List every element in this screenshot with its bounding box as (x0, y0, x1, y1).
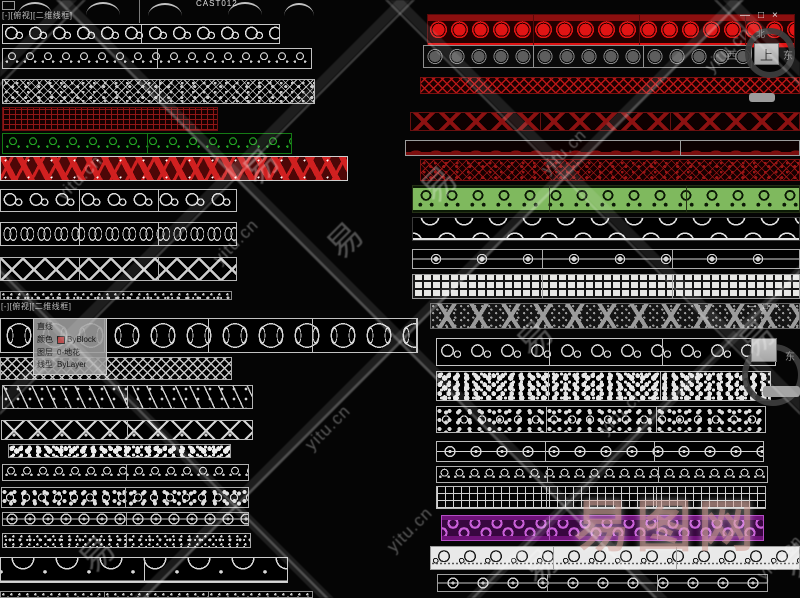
pattern-strip (412, 249, 800, 269)
divider-line (139, 0, 140, 23)
watermark-text: 易 (320, 215, 371, 267)
viewcube-up-face[interactable] (751, 338, 777, 362)
viewcube-west-label[interactable]: 西 (727, 51, 737, 62)
pattern-strip (2, 133, 292, 154)
pattern-strip (2, 533, 251, 548)
pattern-strip (430, 546, 800, 570)
viewcube-east-label[interactable]: 东 (783, 51, 793, 62)
arc-fragment (86, 2, 120, 15)
pattern-strip (0, 291, 232, 300)
tooltip-layer-value: 0-地花 (57, 347, 81, 357)
tooltip-layer-row: 图层 0-地花 (37, 347, 103, 360)
watermark-text: yitu.cn (383, 503, 437, 557)
color-swatch-icon (57, 335, 65, 344)
pattern-strip (436, 441, 764, 462)
minimize-button[interactable]: — (748, 302, 756, 311)
pattern-strip (2, 464, 249, 481)
tooltip-linetype-row: 线型 ByLayer (37, 359, 103, 372)
window-controls-top: — □ × (740, 11, 778, 21)
pattern-strip (412, 274, 800, 299)
viewcube-north-label[interactable]: 北 (756, 29, 766, 39)
pattern-strip (8, 444, 231, 458)
pattern-strip (410, 112, 800, 131)
arc-fragment (148, 3, 182, 16)
close-button[interactable]: × (774, 302, 780, 311)
maximize-button[interactable]: □ (758, 10, 765, 21)
pattern-strip (0, 156, 348, 181)
pattern-strip (0, 257, 237, 281)
pattern-strip (420, 77, 800, 94)
rollover-tooltip: 直线 颜色 ByBlock 图层 0-地花 线型 ByLayer (33, 318, 107, 376)
maximize-button[interactable]: □ (763, 302, 768, 311)
titlebar-fragment (2, 1, 15, 10)
pattern-strip (2, 24, 280, 44)
pattern-strip (436, 466, 768, 483)
pattern-strip (436, 371, 771, 401)
pattern-strip (2, 107, 218, 131)
tooltip-object-type: 直线 (37, 322, 53, 331)
pattern-strip (0, 189, 237, 212)
brand-watermark: 易图网 (574, 495, 760, 558)
pattern-strip (0, 557, 288, 583)
pattern-strip (405, 140, 800, 156)
tooltip-color-row: 颜色 ByBlock (37, 334, 103, 347)
pattern-strip (423, 45, 752, 68)
pattern-strip (436, 406, 766, 433)
pattern-strip (1, 420, 253, 440)
pattern-strip (437, 574, 768, 592)
tooltip-linetype-label: 线型 (37, 360, 53, 370)
arc-fragment (18, 2, 52, 15)
arc-fragment (284, 3, 314, 16)
viewcube-up-face[interactable]: 上 (754, 43, 779, 65)
viewcube-toolbar[interactable] (749, 93, 775, 102)
pattern-strip (2, 48, 312, 69)
viewcube-toolbar[interactable] (763, 386, 800, 397)
tooltip-linetype-value: ByLayer (57, 360, 87, 370)
arc-fragment (228, 2, 262, 15)
tooltip-layer-label: 图层 (37, 347, 53, 357)
pattern-strip (441, 515, 764, 541)
pattern-strip (1, 487, 249, 508)
pattern-strip (420, 159, 800, 181)
pattern-strip (0, 222, 237, 246)
watermark-text: yitu.cn (301, 401, 355, 455)
pattern-strip (412, 185, 800, 213)
block-name-label: CAST012 (196, 0, 238, 8)
viewcube-east-label[interactable]: 东 (785, 352, 795, 363)
window-controls-bottom: — □ × (748, 303, 780, 311)
pattern-strip (436, 338, 776, 366)
pattern-strip (2, 79, 315, 104)
pattern-strip (427, 14, 795, 48)
pattern-strip (2, 512, 249, 526)
viewcube-ring[interactable] (745, 28, 795, 78)
pattern-strip (430, 303, 800, 329)
close-button[interactable]: × (772, 10, 778, 21)
viewport-label-bottom[interactable]: [-][俯视][二维线框] (1, 302, 72, 311)
tooltip-color-label: 颜色 (37, 334, 53, 344)
pattern-strip (436, 486, 766, 509)
viewport-label-top[interactable]: [-][俯视][二维线框] (2, 11, 73, 20)
pattern-strip (2, 385, 253, 409)
minimize-button[interactable]: — (740, 10, 750, 21)
tooltip-color-value: ByBlock (67, 334, 96, 344)
pattern-strip (0, 591, 313, 598)
pattern-strip (412, 217, 800, 241)
